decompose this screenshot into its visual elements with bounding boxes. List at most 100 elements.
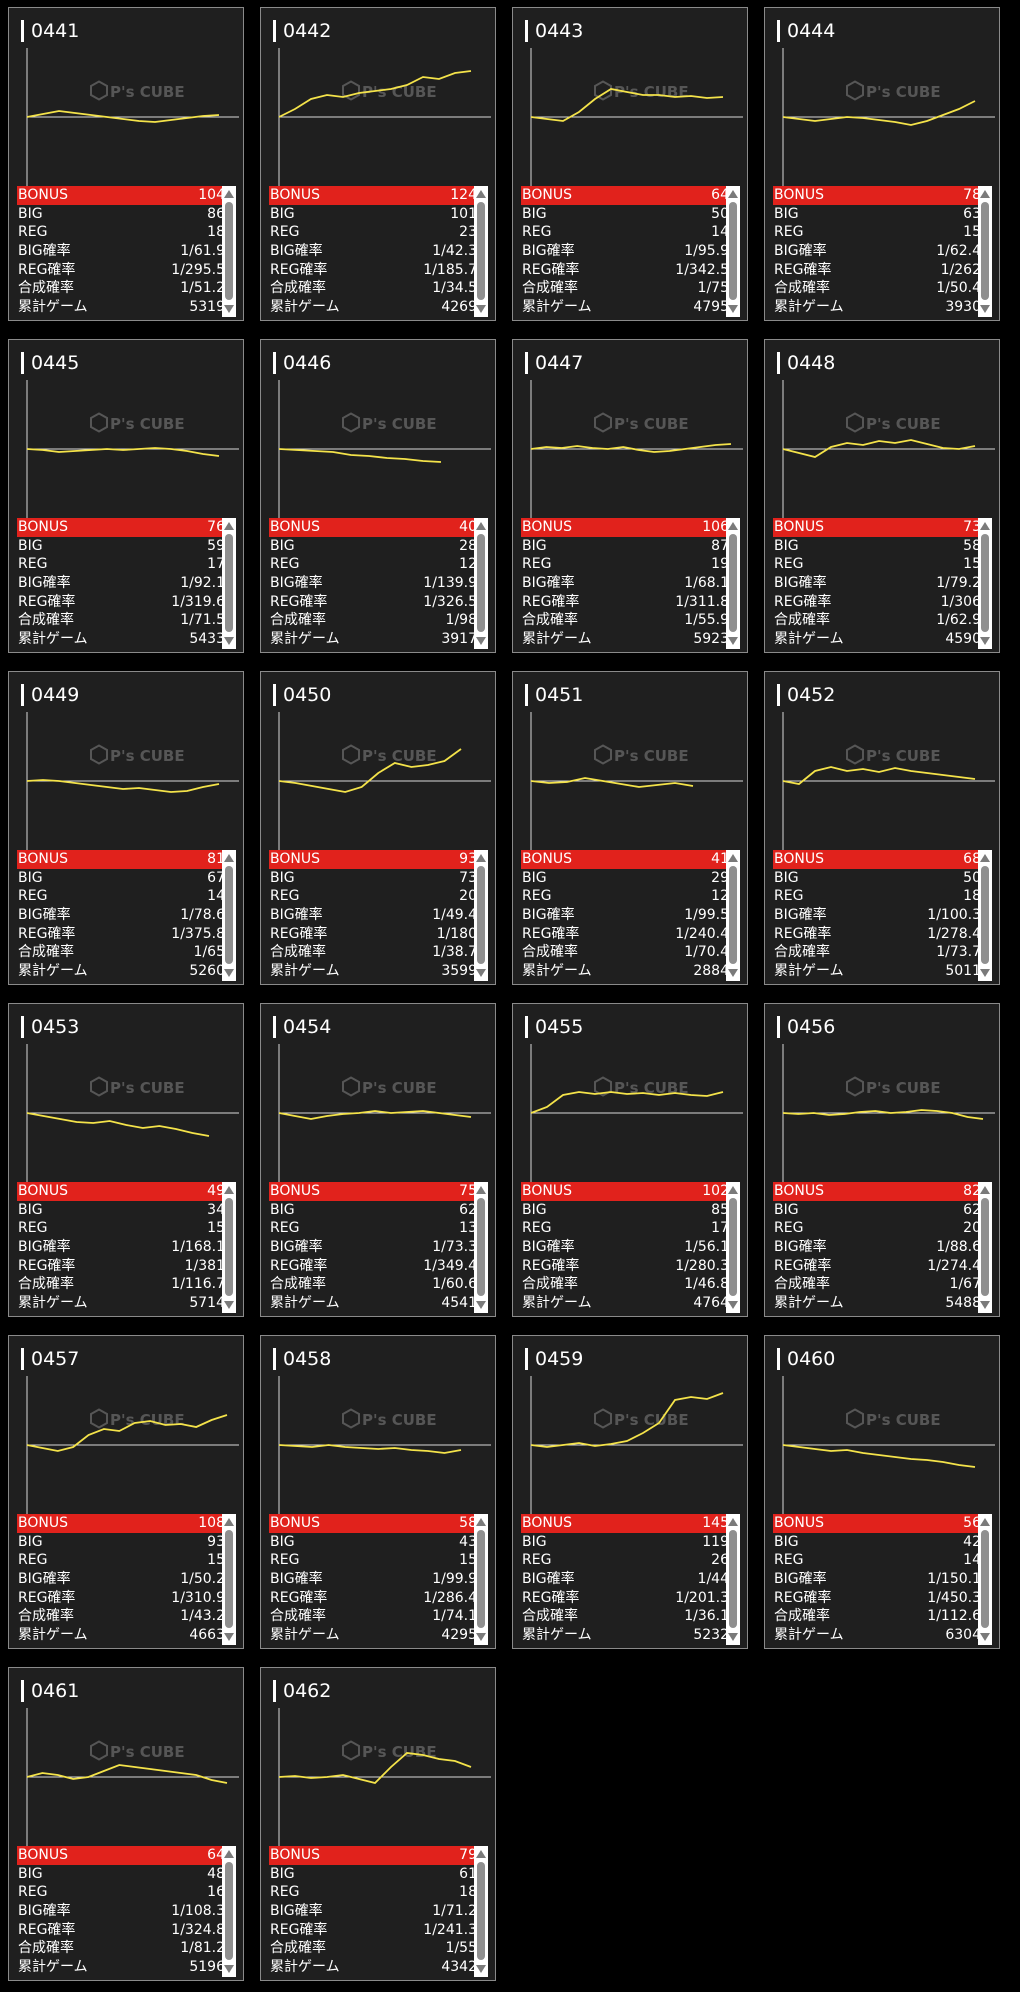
scroll-down-icon[interactable] [224,1965,234,1973]
scroll-up-icon[interactable] [224,1850,234,1858]
scroll-up-icon[interactable] [476,1518,486,1526]
scroll-thumb[interactable] [225,866,233,964]
scroll-thumb[interactable] [225,1530,233,1628]
stats-scrollbar[interactable] [222,1514,236,1645]
scroll-down-icon[interactable] [980,637,990,645]
stats-scrollbar[interactable] [978,518,992,649]
scroll-down-icon[interactable] [728,305,738,313]
machine-card[interactable]: 0446 P's CUBE BONUS 40 BIG 28 REG 12 BIG確率 1/139.… [260,339,496,653]
scroll-thumb[interactable] [981,866,989,964]
scroll-down-icon[interactable] [476,637,486,645]
scroll-up-icon[interactable] [224,854,234,862]
scroll-up-icon[interactable] [980,1186,990,1194]
scroll-thumb[interactable] [477,866,485,964]
scroll-down-icon[interactable] [476,1301,486,1309]
machine-card[interactable]: 0449 P's CUBE BONUS 81 BIG 67 REG 14 BIG確率 1/78.6… [8,671,244,985]
machine-card[interactable]: 0461 P's CUBE BONUS 64 BIG 48 REG 16 BIG確率 1/108.… [8,1667,244,1981]
scroll-up-icon[interactable] [224,1518,234,1526]
scroll-up-icon[interactable] [476,522,486,530]
scroll-thumb[interactable] [981,534,989,632]
stats-scrollbar[interactable] [222,850,236,981]
machine-card[interactable]: 0447 P's CUBE BONUS 106 BIG 87 REG 19 BIG確率 1/68.… [512,339,748,653]
scroll-up-icon[interactable] [980,190,990,198]
scroll-down-icon[interactable] [728,969,738,977]
scroll-thumb[interactable] [729,1530,737,1628]
scroll-thumb[interactable] [477,1530,485,1628]
scroll-down-icon[interactable] [476,305,486,313]
stats-scrollbar[interactable] [726,1514,740,1645]
stats-scrollbar[interactable] [726,1182,740,1313]
scroll-down-icon[interactable] [476,1633,486,1641]
machine-card[interactable]: 0450 P's CUBE BONUS 93 BIG 73 REG 20 BIG確率 1/49.4… [260,671,496,985]
scroll-thumb[interactable] [225,1198,233,1296]
scroll-thumb[interactable] [477,1198,485,1296]
scroll-up-icon[interactable] [224,1186,234,1194]
machine-card[interactable]: 0454 P's CUBE BONUS 75 BIG 62 REG 13 BIG確率 1/73.3… [260,1003,496,1317]
scroll-down-icon[interactable] [728,1301,738,1309]
machine-card[interactable]: 0459 P's CUBE BONUS 145 BIG 119 REG 26 BIG確率 1/44… [512,1335,748,1649]
machine-card[interactable]: 0458 P's CUBE BONUS 58 BIG 43 REG 15 BIG確率 1/99.9… [260,1335,496,1649]
machine-card[interactable]: 0462 P's CUBE BONUS 79 BIG 61 REG 18 BIG確率 1/71.2… [260,1667,496,1981]
scroll-thumb[interactable] [477,202,485,300]
stats-scrollbar[interactable] [726,518,740,649]
stats-scrollbar[interactable] [978,1182,992,1313]
stats-scrollbar[interactable] [222,186,236,317]
scroll-up-icon[interactable] [728,522,738,530]
scroll-down-icon[interactable] [980,1633,990,1641]
scroll-up-icon[interactable] [476,190,486,198]
scroll-down-icon[interactable] [224,637,234,645]
stats-scrollbar[interactable] [222,1182,236,1313]
scroll-thumb[interactable] [981,202,989,300]
scroll-up-icon[interactable] [980,854,990,862]
scroll-up-icon[interactable] [728,854,738,862]
scroll-thumb[interactable] [477,1862,485,1960]
machine-card[interactable]: 0451 P's CUBE BONUS 41 BIG 29 REG 12 BIG確率 1/99.5… [512,671,748,985]
scroll-up-icon[interactable] [728,190,738,198]
scroll-thumb[interactable] [729,1198,737,1296]
stats-scrollbar[interactable] [222,1846,236,1977]
scroll-thumb[interactable] [729,866,737,964]
scroll-up-icon[interactable] [980,522,990,530]
scroll-down-icon[interactable] [224,1633,234,1641]
stats-scrollbar[interactable] [726,850,740,981]
scroll-thumb[interactable] [981,1198,989,1296]
scroll-thumb[interactable] [729,534,737,632]
scroll-down-icon[interactable] [476,1965,486,1973]
scroll-thumb[interactable] [225,202,233,300]
scroll-down-icon[interactable] [980,969,990,977]
stats-scrollbar[interactable] [474,518,488,649]
machine-card[interactable]: 0460 P's CUBE BONUS 56 BIG 42 REG 14 BIG確率 1/150.… [764,1335,1000,1649]
machine-card[interactable]: 0455 P's CUBE BONUS 102 BIG 85 REG 17 BIG確率 1/56.… [512,1003,748,1317]
scroll-up-icon[interactable] [476,1186,486,1194]
machine-card[interactable]: 0444 P's CUBE BONUS 78 BIG 63 REG 15 BIG確率 1/62.4… [764,7,1000,321]
scroll-down-icon[interactable] [728,1633,738,1641]
machine-card[interactable]: 0441 P's CUBE BONUS 104 BIG 86 REG 18 BIG確率 1/61.… [8,7,244,321]
scroll-up-icon[interactable] [476,854,486,862]
stats-scrollbar[interactable] [726,186,740,317]
stats-scrollbar[interactable] [474,1846,488,1977]
scroll-up-icon[interactable] [476,1850,486,1858]
machine-card[interactable]: 0448 P's CUBE BONUS 73 BIG 58 REG 15 BIG確率 1/79.2… [764,339,1000,653]
stats-scrollbar[interactable] [222,518,236,649]
scroll-thumb[interactable] [981,1530,989,1628]
scroll-down-icon[interactable] [980,1301,990,1309]
machine-card[interactable]: 0445 P's CUBE BONUS 76 BIG 59 REG 17 BIG確率 1/92.1… [8,339,244,653]
scroll-up-icon[interactable] [728,1186,738,1194]
stats-scrollbar[interactable] [978,1514,992,1645]
machine-card[interactable]: 0442 P's CUBE BONUS 124 BIG 101 REG 23 BIG確率 1/42… [260,7,496,321]
scroll-thumb[interactable] [729,202,737,300]
scroll-down-icon[interactable] [728,637,738,645]
stats-scrollbar[interactable] [978,186,992,317]
scroll-up-icon[interactable] [728,1518,738,1526]
machine-card[interactable]: 0443 P's CUBE BONUS 64 BIG 50 REG 14 BIG確率 1/95.9… [512,7,748,321]
scroll-up-icon[interactable] [224,522,234,530]
scroll-down-icon[interactable] [224,969,234,977]
stats-scrollbar[interactable] [474,1514,488,1645]
machine-card[interactable]: 0453 P's CUBE BONUS 49 BIG 34 REG 15 BIG確率 1/168.… [8,1003,244,1317]
scroll-down-icon[interactable] [476,969,486,977]
scroll-up-icon[interactable] [224,190,234,198]
scroll-down-icon[interactable] [980,305,990,313]
scroll-thumb[interactable] [225,1862,233,1960]
scroll-up-icon[interactable] [980,1518,990,1526]
scroll-thumb[interactable] [477,534,485,632]
